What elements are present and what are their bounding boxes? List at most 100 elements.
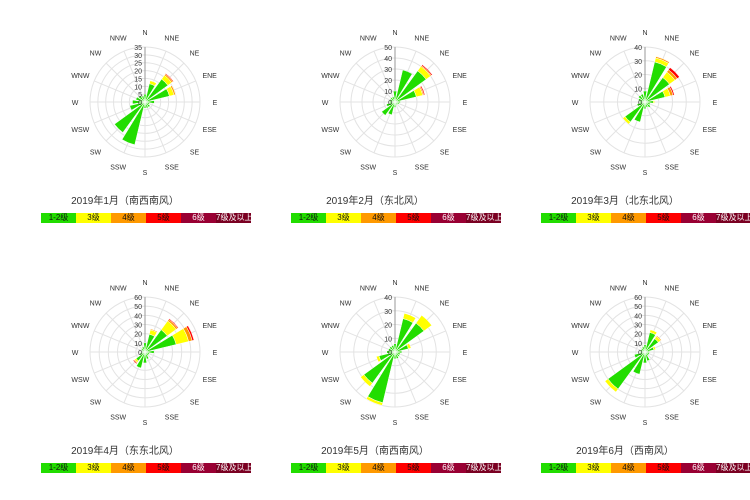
rose-petal-n-level-1: [642, 90, 648, 103]
direction-label-nw: NW: [590, 51, 602, 58]
rose-petal-sse-level-1: [144, 351, 150, 360]
radial-tick-label: 60: [134, 295, 142, 302]
radial-tick-label: 0: [638, 350, 642, 357]
legend-item[interactable]: 5级: [646, 213, 681, 223]
direction-label-e: E: [713, 100, 718, 107]
direction-label-ese: ESE: [703, 377, 717, 384]
wind-rose-panel: 0 10 20 30 40 N NNE NE ENE E ESE SE SSE S SSW SW WSW W WNW…: [250, 250, 501, 500]
legend-item[interactable]: 7级及以上: [216, 463, 251, 473]
legend-item[interactable]: 6级: [681, 213, 716, 223]
direction-label-w: W: [322, 350, 329, 357]
legend: 1-2级 3级 4级 5级 6级 7级及以上: [291, 463, 501, 473]
rose-petal-w-level-1: [389, 100, 396, 104]
rose-petal-nnw-level-1: [141, 346, 146, 353]
legend-item[interactable]: 7级及以上: [716, 463, 750, 473]
radial-tick-label: 10: [134, 84, 142, 91]
legend-item[interactable]: 5级: [146, 463, 181, 473]
direction-label-sse: SSE: [415, 415, 429, 422]
legend-item[interactable]: 4级: [611, 463, 646, 473]
grid-spoke: [373, 50, 396, 103]
direction-label-nne: NNE: [664, 285, 679, 292]
direction-label-nw: NW: [90, 51, 102, 58]
direction-label-sw: SW: [340, 400, 352, 407]
radial-tick-label: 20: [134, 332, 142, 339]
legend-item[interactable]: 6级: [181, 463, 216, 473]
legend-item[interactable]: 1-2级: [291, 213, 326, 223]
grid-spoke: [644, 101, 667, 154]
legend-item[interactable]: 4级: [111, 463, 146, 473]
legend-item[interactable]: 1-2级: [41, 463, 76, 473]
rose-petal-ene-level-2: [406, 343, 412, 350]
rose-petal-se-level-1: [644, 101, 651, 108]
legend-item[interactable]: 6级: [431, 213, 466, 223]
legend-item[interactable]: 6级: [431, 463, 466, 473]
grid-spoke: [644, 351, 685, 392]
rose-petal-wsw-level-1: [129, 101, 146, 111]
rose-petal-nnw-level-1: [391, 96, 396, 103]
radial-tick-label: 0: [138, 100, 142, 107]
legend-item[interactable]: 7级及以上: [216, 213, 251, 223]
legend-item[interactable]: 3级: [76, 463, 111, 473]
legend-item[interactable]: 5级: [396, 213, 431, 223]
rose-petal-w-level-1: [132, 99, 146, 105]
legend-item[interactable]: 1-2级: [291, 463, 326, 473]
legend-item[interactable]: 5级: [646, 463, 681, 473]
direction-label-ne: NE: [690, 51, 700, 58]
radial-tick-label: 30: [634, 59, 642, 66]
legend-item[interactable]: 3级: [326, 213, 361, 223]
legend: 1-2级 3级 4级 5级 6级 7级及以上: [291, 213, 501, 223]
legend-item[interactable]: 7级及以上: [466, 463, 501, 473]
rose-petal-w-level-1: [640, 350, 646, 354]
direction-label-sw: SW: [590, 400, 602, 407]
rose-petal-e-level-1: [144, 350, 155, 354]
direction-label-ene: ENE: [702, 323, 717, 330]
legend-item[interactable]: 7级及以上: [466, 213, 501, 223]
rose-petal-s-level-1: [143, 101, 147, 109]
radial-tick-label: 20: [634, 73, 642, 80]
radial-tick-label: 30: [134, 53, 142, 60]
direction-label-sse: SSE: [665, 165, 679, 172]
rose-petal-sse-level-1: [394, 101, 398, 106]
legend-item[interactable]: 3级: [76, 213, 111, 223]
legend-item[interactable]: 4级: [111, 213, 146, 223]
legend-item[interactable]: 3级: [576, 213, 611, 223]
grid-spoke: [144, 351, 167, 404]
legend-item[interactable]: 1-2级: [541, 213, 576, 223]
rose-petal-ssw-level-1: [632, 351, 646, 375]
wind-rose-panel: 0 10 20 30 40 50 60 N NNE NE ENE E ESE SE SSE S SSW SW WSW…: [0, 250, 251, 500]
direction-label-s: S: [643, 170, 648, 177]
legend-item[interactable]: 3级: [326, 463, 361, 473]
rose-petal-nw-level-1: [138, 95, 146, 103]
direction-label-ene: ENE: [452, 323, 467, 330]
legend-item[interactable]: 4级: [361, 463, 396, 473]
direction-label-ene: ENE: [702, 73, 717, 80]
legend-item[interactable]: 4级: [611, 213, 646, 223]
rose-petal-sse-level-1: [144, 101, 149, 109]
legend-item[interactable]: 1-2级: [41, 213, 76, 223]
rose-petal-nw-level-1: [640, 347, 646, 353]
rose-petal-e-level-1: [394, 350, 403, 354]
legend-item[interactable]: 4级: [361, 213, 396, 223]
grid-spoke: [343, 101, 396, 124]
legend-item[interactable]: 5级: [396, 463, 431, 473]
direction-label-nnw: NNW: [360, 285, 377, 292]
direction-label-s: S: [643, 420, 648, 427]
grid-spoke: [144, 351, 185, 392]
grid-spoke: [394, 101, 435, 142]
grid-spoke: [593, 80, 646, 103]
direction-label-s: S: [143, 170, 148, 177]
rose-petal-nnw-level-1: [641, 346, 646, 353]
legend: 1-2级 3级 4级 5级 6级 7级及以上: [41, 463, 251, 473]
legend-item[interactable]: 1-2级: [541, 463, 576, 473]
legend-item[interactable]: 3级: [576, 463, 611, 473]
direction-label-sw: SW: [90, 400, 102, 407]
radial-tick-label: 50: [634, 304, 642, 311]
chart-title: 2019年6月（西南风）: [576, 446, 674, 457]
direction-label-ese: ESE: [203, 127, 217, 134]
legend-item[interactable]: 5级: [146, 213, 181, 223]
legend-item[interactable]: 7级及以上: [716, 213, 750, 223]
legend-item[interactable]: 6级: [681, 463, 716, 473]
legend-item[interactable]: 6级: [181, 213, 216, 223]
direction-label-nnw: NNW: [110, 35, 127, 42]
direction-label-se: SE: [440, 150, 450, 157]
